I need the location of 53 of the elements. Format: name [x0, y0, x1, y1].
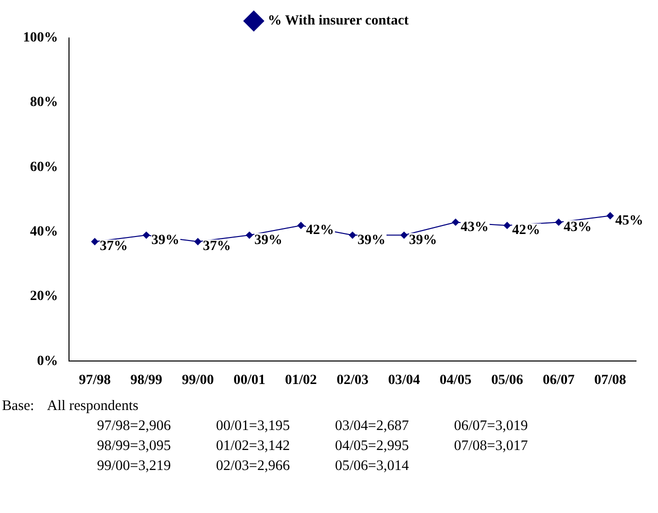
point: [246, 232, 253, 239]
text: 39%: [151, 232, 180, 248]
y-tick-label: 0%: [37, 354, 58, 369]
x-tick-label: 06/07: [542, 373, 575, 388]
point: [194, 238, 202, 246]
text: Base:: [2, 398, 34, 415]
text: 97/98=2,906: [97, 418, 171, 435]
text: 05/06=3,014: [335, 458, 409, 475]
text: 02/03=2,966: [216, 458, 290, 475]
y-tick-label: 60%: [30, 160, 58, 175]
x-tick-label: 98/99: [130, 373, 162, 388]
text: 07/08=3,017: [454, 438, 528, 455]
x-tick-label: 97/98: [78, 373, 111, 388]
x-tick-label: 04/05: [440, 373, 472, 388]
text: 39%: [409, 232, 438, 248]
y-tick-label: 80%: [30, 95, 58, 110]
x-tick-label: 02/03: [336, 373, 368, 388]
text: 42%: [306, 223, 334, 238]
x-tick-label: 07/08: [594, 373, 626, 388]
text: 37%: [100, 239, 128, 254]
point: [349, 232, 356, 239]
text: 42%: [512, 223, 540, 238]
text: 43%: [564, 220, 592, 235]
text: 00/01=3,195: [216, 418, 290, 435]
text: 45%: [615, 213, 644, 228]
point: [555, 218, 562, 226]
text: 01/02=3,142: [216, 438, 290, 455]
point: [504, 222, 511, 229]
y-tick-label: 100%: [23, 30, 58, 46]
y-tick-label: 40%: [30, 224, 58, 240]
legend-label: % With insurer contact: [268, 14, 410, 29]
x-tick-label: 99/00: [182, 373, 214, 388]
x-tick-label: 01/02: [285, 373, 317, 388]
text: 37%: [202, 239, 231, 254]
y-tick-label: 20%: [30, 289, 58, 304]
text: 06/07=3,019: [454, 418, 528, 435]
point: [452, 218, 460, 226]
text: 39%: [254, 232, 282, 248]
text: 98/99=3,095: [97, 438, 171, 455]
point: [606, 212, 614, 220]
point: [142, 232, 150, 239]
x-tick-label: 05/06: [491, 373, 524, 388]
text: All respondents: [47, 398, 138, 415]
point: [91, 238, 98, 246]
text: 99/00=3,219: [97, 458, 171, 475]
point: [297, 222, 304, 229]
text: 03/04=2,687: [335, 418, 409, 435]
text: 39%: [358, 232, 386, 248]
text: 43%: [460, 220, 489, 235]
point: [400, 232, 408, 239]
x-tick-label: 03/04: [388, 373, 420, 388]
x-tick-label: 00/01: [233, 373, 266, 388]
text: 04/05=2,995: [335, 438, 409, 455]
